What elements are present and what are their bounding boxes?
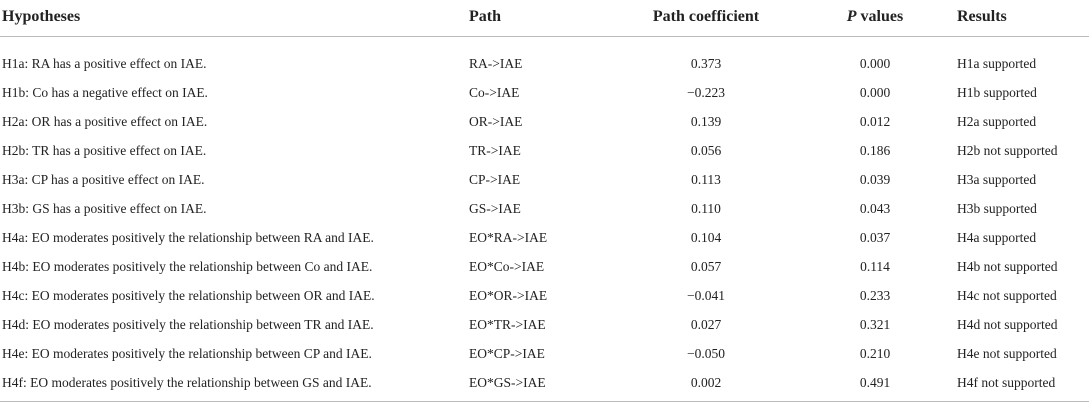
table-cell: 0.000 (859, 84, 891, 100)
table-row: H4a: EO moderates positively the relatio… (0, 223, 1089, 252)
table-row: H3a: CP has a positive effect on IAE. CP-… (0, 165, 1089, 194)
table-cell: H3a: CP has a positive effect on IAE. (2, 171, 205, 187)
table-cell: H4f: EO moderates positively the relatio… (0, 368, 467, 402)
table-cell: H3b supported (957, 200, 1037, 216)
table-row: H2b: TR has a positive effect on IAE. TR-… (0, 136, 1089, 165)
table-cell: EO*RA->IAE (469, 229, 548, 245)
table-cell: H2b not supported (957, 142, 1058, 158)
table-cell: 0.037 (859, 229, 891, 245)
table-cell: H4c not supported (957, 287, 1057, 303)
table-cell: H4a supported (957, 229, 1037, 245)
table-cell: 0.321 (859, 316, 891, 332)
table-cell: H1b: Co has a negative effect on IAE. (2, 84, 208, 100)
table-cell: H1a: RA has a positive effect on IAE. (2, 55, 207, 71)
table-cell: H4d: EO moderates positively the relatio… (2, 316, 374, 332)
table-cell: 0.027 (690, 316, 722, 332)
column-header: P values (795, 0, 955, 37)
table-row: H2a: OR has a positive effect on IAE. OR-… (0, 107, 1089, 136)
table-cell: 0.373 (690, 55, 722, 71)
table-cell: 0.104 (690, 229, 722, 245)
table-cell: H4e: EO moderates positively the relatio… (2, 345, 372, 361)
table-cell: CP->IAE (469, 171, 521, 187)
table-cell: H3b: GS has a positive effect on IAE. (2, 200, 207, 216)
table-header: Hypotheses Path Path coefficient P values Re… (0, 0, 1089, 37)
table-row: H3b: GS has a positive effect on IAE. GS-… (0, 194, 1089, 223)
table-row: H4b: EO moderates positively the relatio… (0, 252, 1089, 281)
table-cell: OR->IAE (469, 113, 523, 129)
table-cell: −0.050 (687, 345, 725, 361)
table-cell: 0.056 (690, 142, 722, 158)
table-row: H4f: EO moderates positively the relatio… (0, 368, 1089, 402)
table-cell: GS->IAE (469, 200, 521, 216)
table-row: H4c: EO moderates positively the relatio… (0, 281, 1089, 310)
table-cell: 0.491 (795, 368, 955, 402)
table-cell: 0.139 (690, 113, 722, 129)
table-cell: H1a supported (957, 55, 1037, 71)
table-cell: H4b: EO moderates positively the relatio… (2, 258, 373, 274)
table-cell: −0.223 (687, 84, 725, 100)
table-cell: 0.002 (617, 368, 795, 402)
table-cell: 0.233 (859, 287, 891, 303)
table-cell: 0.039 (859, 171, 891, 187)
table-cell: H3a supported (957, 171, 1037, 187)
table-cell: 0.114 (860, 258, 890, 274)
table-row: H4e: EO moderates positively the relatio… (0, 339, 1089, 368)
column-header: Path (467, 0, 617, 37)
table-cell: RA->IAE (469, 55, 523, 71)
table-cell: EO*Co->IAE (469, 258, 545, 274)
table-cell: EO*TR->IAE (469, 316, 546, 332)
table-cell: −0.041 (687, 287, 725, 303)
table-cell: H2a supported (957, 113, 1037, 129)
table-cell: 0.000 (859, 55, 891, 71)
table-cell: H4f not supported (955, 368, 1089, 402)
table-row: H1b: Co has a negative effect on IAE. Co-… (0, 78, 1089, 107)
table-cell: 0.186 (859, 142, 891, 158)
table-cell: EO*CP->IAE (469, 345, 545, 361)
table-cell: H4d not supported (957, 316, 1058, 332)
table-row: H1a: RA has a positive effect on IAE. RA-… (0, 37, 1089, 79)
table-cell: 0.057 (690, 258, 722, 274)
table-cell: H4e not supported (957, 345, 1057, 361)
column-header: Path coefficient (617, 0, 795, 37)
table-cell: 0.043 (859, 200, 891, 216)
table-cell: H1b supported (957, 84, 1037, 100)
table-cell: EO*OR->IAE (469, 287, 548, 303)
column-header: Results (955, 0, 1089, 37)
table-body: H1a: RA has a positive effect on IAE. RA-… (0, 37, 1089, 402)
table-cell: 0.113 (691, 171, 721, 187)
table-cell: H2a: OR has a positive effect on IAE. (2, 113, 208, 129)
table-cell: 0.012 (859, 113, 891, 129)
table-cell: H4c: EO moderates positively the relatio… (2, 287, 375, 303)
table-row: H4d: EO moderates positively the relatio… (0, 310, 1089, 339)
table-cell: 0.210 (859, 345, 891, 361)
table-cell: EO*GS->IAE (467, 368, 617, 402)
table-cell: Co->IAE (469, 84, 520, 100)
table-cell: H4a: EO moderates positively the relatio… (2, 229, 374, 245)
column-header: Hypotheses (0, 0, 467, 37)
table-cell: TR->IAE (469, 142, 521, 158)
table-cell: H2b: TR has a positive effect on IAE. (2, 142, 207, 158)
header-row: Hypotheses Path Path coefficient P values Re… (0, 0, 1089, 37)
table-cell: H4b not supported (957, 258, 1058, 274)
table-cell: 0.110 (691, 200, 721, 216)
